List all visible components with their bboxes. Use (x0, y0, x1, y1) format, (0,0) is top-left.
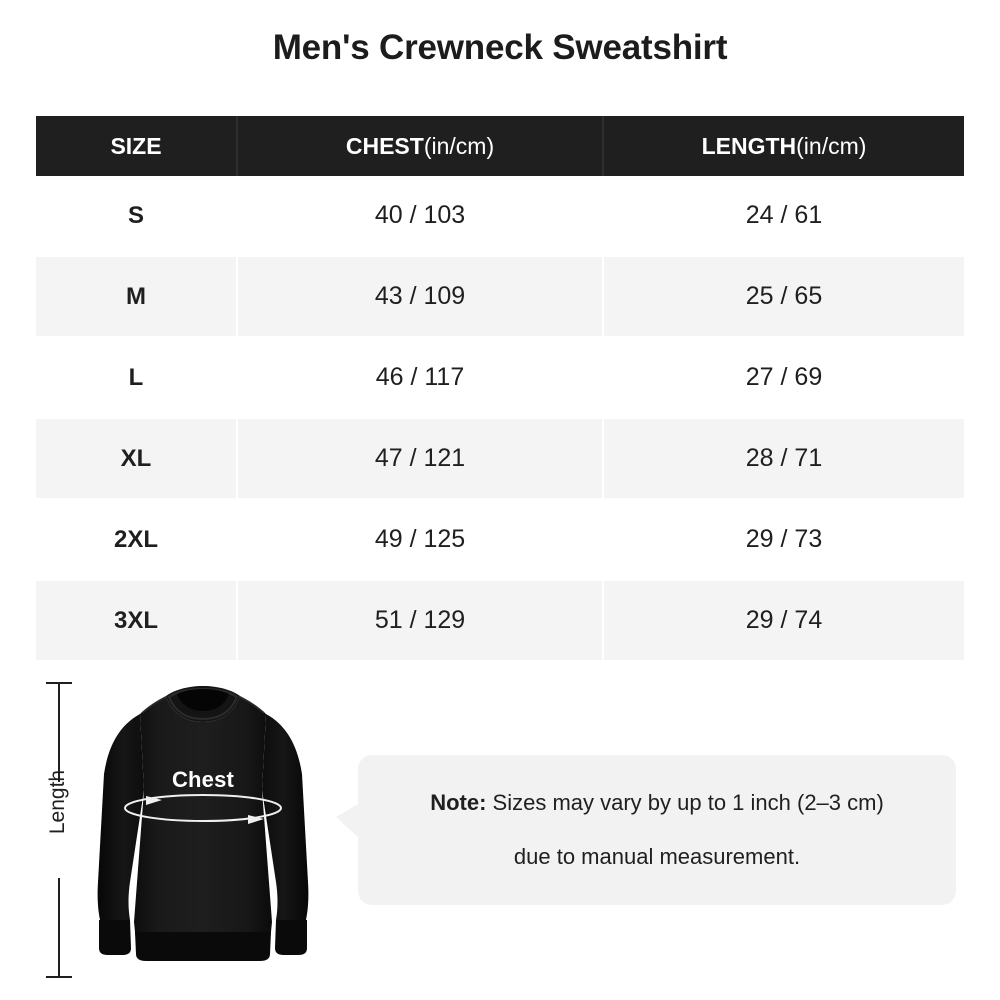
cell-length: 27 / 69 (603, 337, 964, 419)
cell-chest: 40 / 103 (237, 176, 604, 257)
table-row: 3XL 51 / 129 29 / 74 (36, 580, 964, 662)
column-header-chest-label: CHEST (345, 132, 424, 159)
cell-length: 25 / 65 (603, 256, 964, 338)
table-header: SIZE CHEST(in/cm) LENGTH(in/cm) (36, 116, 964, 176)
cell-size: L (36, 337, 238, 419)
cell-size: 3XL (36, 580, 238, 662)
sweatshirt-illustration: Chest (78, 670, 328, 975)
note-line-1-body: Sizes may vary by up to 1 inch (2–3 cm) (486, 789, 884, 815)
length-dimension-line-lower (58, 878, 60, 976)
sweatshirt-right-sleeve (262, 714, 309, 920)
sweatshirt-hem (135, 932, 271, 961)
note-prefix: Note: (430, 789, 487, 815)
table-row: S 40 / 103 24 / 61 (36, 176, 964, 257)
column-header-length-label: LENGTH (701, 132, 797, 159)
cell-length: 29 / 73 (603, 499, 964, 581)
column-header-length-unit: (in/cm) (796, 132, 867, 159)
cell-chest: 46 / 117 (237, 337, 604, 419)
column-header-chest-unit: (in/cm) (423, 132, 495, 159)
column-header-chest: CHEST(in/cm) (237, 116, 604, 176)
sweatshirt-left-shoulder-seam (141, 696, 167, 714)
table-row: L 46 / 117 27 / 69 (36, 337, 964, 419)
cell-length: 28 / 71 (603, 418, 964, 500)
chest-measure-arrowhead-top (146, 796, 162, 805)
cell-size: S (36, 176, 238, 257)
cell-chest: 47 / 121 (237, 418, 604, 500)
length-dimension-indicator: Length (38, 682, 78, 978)
length-dimension-cap-top (46, 682, 72, 684)
cell-chest: 49 / 125 (237, 499, 604, 581)
chest-measure-ellipse (124, 794, 282, 822)
length-dimension-label: Length (46, 769, 69, 835)
sweatshirt-graphic (97, 686, 309, 961)
note-callout: Note: Sizes may vary by up to 1 inch (2–… (336, 755, 956, 905)
note-text-line-1: Note: Sizes may vary by up to 1 inch (2–… (430, 789, 884, 815)
cell-size: M (36, 256, 238, 338)
length-dimension-cap-bottom (46, 976, 72, 978)
chest-measure-arrowhead-bottom (248, 815, 264, 824)
sweatshirt-right-shoulder-seam (239, 696, 265, 714)
length-dimension-line-upper (58, 684, 60, 782)
note-callout-tail (336, 803, 360, 839)
sweatshirt-body (134, 696, 272, 942)
page-title: Men's Crewneck Sweatshirt (272, 28, 728, 67)
table-row: 2XL 49 / 125 29 / 73 (36, 499, 964, 581)
table-row: M 43 / 109 25 / 65 (36, 256, 964, 338)
table-body: S 40 / 103 24 / 61 M 43 / 109 25 / 65 L … (36, 176, 964, 662)
sweatshirt-left-cuff (99, 920, 131, 955)
cell-size: 2XL (36, 499, 238, 581)
sweatshirt-neck-opening (177, 689, 229, 711)
cell-chest: 43 / 109 (237, 256, 604, 338)
size-chart-table: SIZE CHEST(in/cm) LENGTH(in/cm) S 40 / 1… (36, 116, 964, 662)
column-header-size: SIZE (36, 116, 238, 176)
cell-chest: 51 / 129 (237, 580, 604, 662)
cell-size: XL (36, 418, 238, 500)
table-row: XL 47 / 121 28 / 71 (36, 418, 964, 500)
table-header-row: SIZE CHEST(in/cm) LENGTH(in/cm) (36, 116, 964, 176)
column-header-length: LENGTH(in/cm) (603, 116, 964, 176)
note-text-line-2: due to manual measurement. (513, 844, 801, 869)
sweatshirt-left-sleeve (97, 714, 144, 920)
column-header-size-label: SIZE (110, 132, 162, 159)
sweatshirt-right-cuff (275, 920, 307, 955)
sweatshirt-collar-ribbing (167, 687, 239, 721)
cell-length: 24 / 61 (603, 176, 964, 257)
measurement-illustration: Length (0, 660, 1000, 1000)
cell-length: 29 / 74 (603, 580, 964, 662)
